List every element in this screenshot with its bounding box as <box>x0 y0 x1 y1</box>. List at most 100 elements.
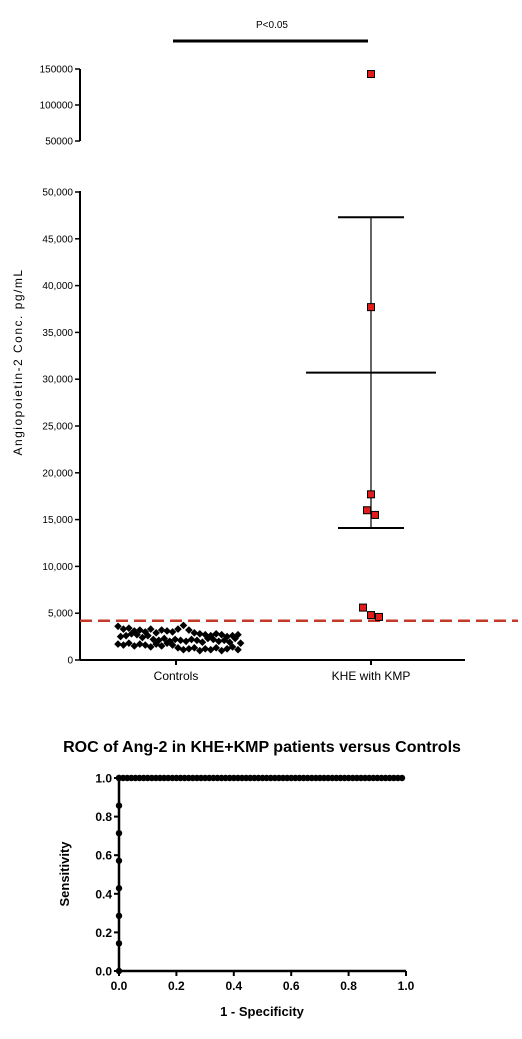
control-point <box>185 644 193 653</box>
khe-series <box>359 70 383 621</box>
roc-point <box>115 802 123 809</box>
roc-x-ticks: 0.0 0.2 0.4 0.6 0.8 1.0 <box>111 971 415 993</box>
control-point <box>168 628 177 636</box>
control-point <box>125 639 133 647</box>
y-tick-label: 50000 <box>45 137 73 148</box>
y-tick-label: 35,000 <box>42 328 73 339</box>
khe-point <box>375 612 383 621</box>
roc-y-ticks: 0.0 0.2 0.4 0.6 0.8 1.0 <box>95 772 119 979</box>
control-point <box>234 645 242 654</box>
control-point <box>236 639 245 647</box>
y-tick-label: 45,000 <box>42 234 73 245</box>
roc-x-tick-label: 1.0 <box>398 979 415 993</box>
y-tick-label: 15,000 <box>42 515 73 526</box>
khe-point <box>367 70 375 79</box>
roc-y-tick-label: 0.4 <box>95 887 112 901</box>
control-point <box>127 629 136 638</box>
y-tick-label: 100000 <box>40 101 74 112</box>
roc-axes <box>117 778 406 973</box>
x-label-controls: Controls <box>154 669 199 683</box>
khe-point <box>359 603 367 612</box>
y-tick-label: 5,000 <box>48 609 73 620</box>
control-point <box>196 629 204 638</box>
control-point <box>138 633 147 642</box>
control-point <box>171 635 179 644</box>
y-tick-label: 50,000 <box>42 188 73 199</box>
y-axis-title: Angiopoietin-2 Conc. pg/mL <box>11 268 25 455</box>
control-point <box>146 643 155 651</box>
y-tick-label: 150000 <box>40 65 74 76</box>
roc-point <box>115 829 123 837</box>
control-point <box>174 625 182 633</box>
roc-y-tick-label: 0.2 <box>95 926 112 940</box>
control-point <box>193 636 201 645</box>
control-point <box>214 637 223 646</box>
roc-x-title: 1 - Specificity <box>220 1004 305 1019</box>
control-point <box>133 630 141 639</box>
control-point <box>212 629 220 638</box>
roc-point <box>115 912 123 920</box>
control-point <box>152 640 160 648</box>
roc-x-tick-label: 0.8 <box>340 979 357 993</box>
roc-title: ROC of Ang-2 in KHE+KMP patients versus … <box>63 739 461 756</box>
control-point <box>190 629 199 637</box>
control-point <box>157 626 166 634</box>
control-point <box>116 632 125 641</box>
y-tick-label: 25,000 <box>42 422 73 433</box>
control-point <box>154 636 163 645</box>
control-point <box>231 634 239 643</box>
roc-y-tick-label: 0.0 <box>95 965 112 979</box>
roc-point <box>398 774 406 782</box>
roc-y-tick-label: 0.8 <box>95 810 112 824</box>
khe-point <box>367 303 375 312</box>
control-point <box>136 640 144 648</box>
khe-point <box>367 611 375 620</box>
khe-point <box>363 506 371 515</box>
control-point <box>228 643 237 651</box>
control-point <box>204 634 212 643</box>
control-point <box>157 642 166 650</box>
control-point <box>130 627 139 635</box>
control-point <box>114 622 122 631</box>
control-point <box>217 646 226 655</box>
roc-point <box>115 885 123 892</box>
roc-x-tick-label: 0.4 <box>225 979 242 993</box>
control-point <box>198 638 207 647</box>
roc-point <box>115 857 123 864</box>
roc-x-tick-label: 0.2 <box>168 979 185 993</box>
controls-series <box>114 621 245 655</box>
khe-error-bars <box>306 216 436 530</box>
control-point <box>114 640 122 648</box>
control-point <box>130 642 139 650</box>
control-point <box>144 631 152 640</box>
y-tick-label: 0 <box>67 656 73 667</box>
y-tick-label: 10,000 <box>42 562 73 573</box>
control-point <box>185 626 193 634</box>
control-point <box>190 644 199 652</box>
control-point <box>152 629 160 637</box>
khe-point <box>367 490 375 499</box>
y-tick-label: 20,000 <box>42 468 73 479</box>
khe-point <box>371 510 379 519</box>
control-point <box>146 625 155 633</box>
roc-y-title: Sensitivity <box>57 841 72 907</box>
roc-y-tick-label: 1.0 <box>95 772 112 786</box>
significance-label: P<0.05 <box>256 20 288 31</box>
control-point <box>212 644 220 652</box>
control-point <box>179 645 188 654</box>
roc-point <box>115 967 123 975</box>
control-point <box>119 625 128 633</box>
control-point <box>196 646 204 655</box>
roc-x-tick-label: 0.0 <box>111 979 128 993</box>
roc-y-tick-label: 0.6 <box>95 849 112 863</box>
control-point <box>187 635 196 644</box>
x-label-khe: KHE with KMP <box>332 669 411 683</box>
control-point <box>168 641 177 649</box>
roc-x-tick-label: 0.6 <box>283 979 300 993</box>
control-point <box>163 627 171 635</box>
upper-y-ticks: 150000 100000 50000 <box>40 65 80 148</box>
control-point <box>176 636 185 645</box>
roc-point <box>115 940 123 947</box>
control-point <box>179 621 188 630</box>
